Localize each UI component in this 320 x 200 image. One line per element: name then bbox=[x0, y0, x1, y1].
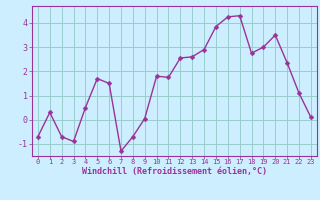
X-axis label: Windchill (Refroidissement éolien,°C): Windchill (Refroidissement éolien,°C) bbox=[82, 167, 267, 176]
